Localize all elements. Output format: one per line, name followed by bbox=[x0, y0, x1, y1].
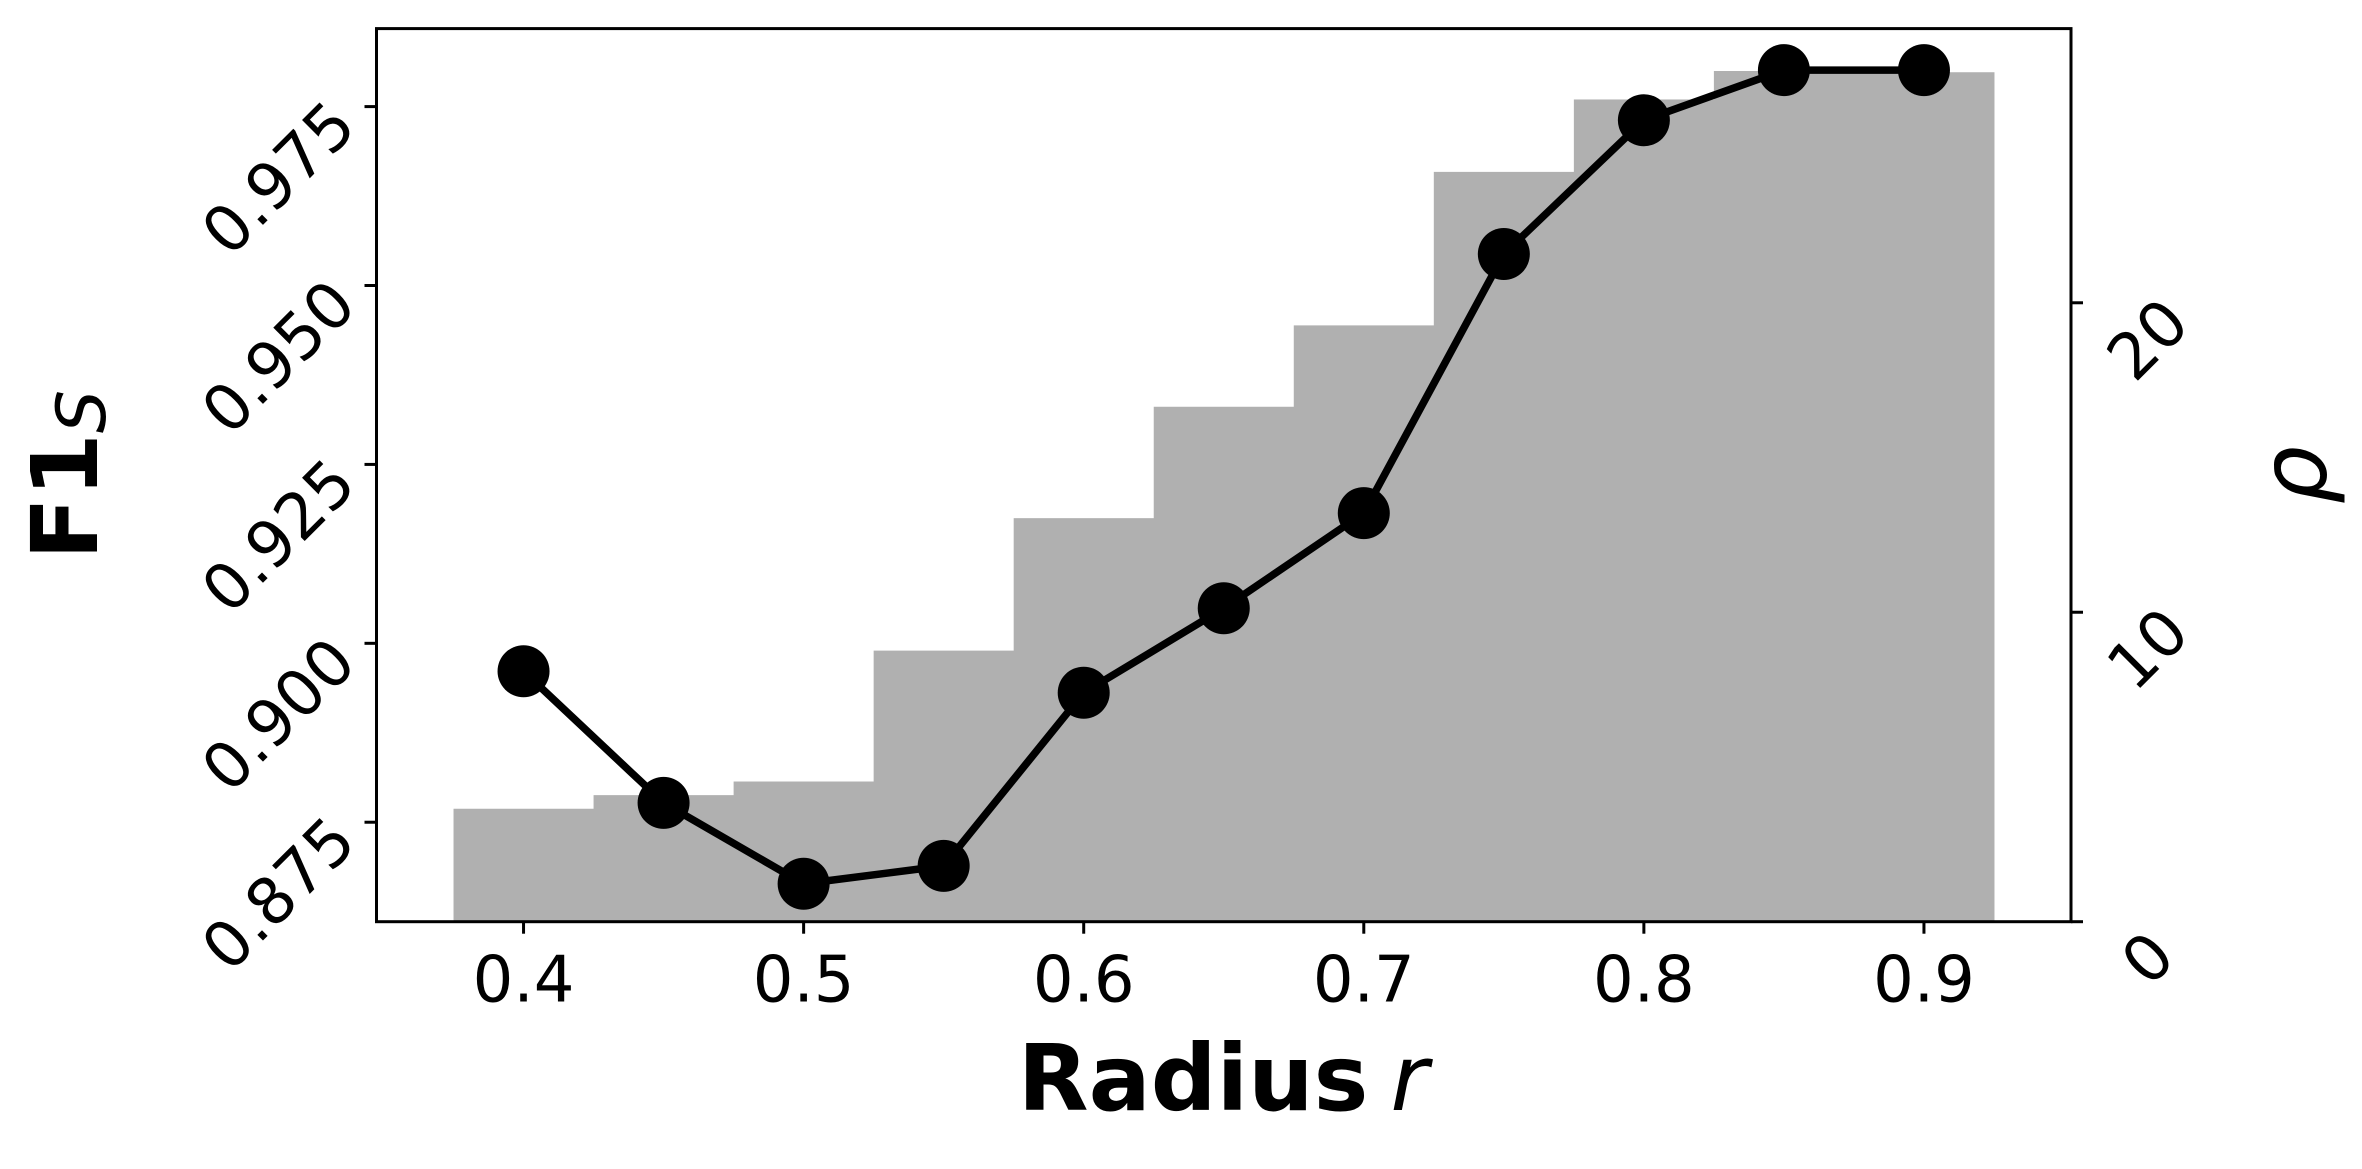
marker bbox=[1617, 94, 1670, 147]
x-tick-label: 0.7 bbox=[1313, 943, 1415, 1017]
marker bbox=[497, 645, 550, 698]
bar bbox=[1573, 99, 1715, 922]
marker bbox=[637, 776, 690, 829]
x-axis-label: Radius r bbox=[1018, 1025, 1434, 1132]
marker bbox=[777, 857, 830, 910]
x-label-var: r bbox=[1390, 1025, 1433, 1132]
bar bbox=[1853, 72, 1995, 922]
y2-axis-label: ρ bbox=[2240, 446, 2347, 504]
y-axis-label: F1S bbox=[12, 390, 121, 560]
y-label-sub: S bbox=[43, 390, 122, 433]
x-tick-label: 0.9 bbox=[1873, 943, 1975, 1017]
marker bbox=[1197, 582, 1250, 635]
bar bbox=[1013, 518, 1155, 922]
x-tick-label: 0.8 bbox=[1593, 943, 1695, 1017]
x-tick-label: 0.6 bbox=[1033, 943, 1135, 1017]
marker bbox=[917, 839, 970, 892]
y-label-text: F1 bbox=[12, 433, 119, 560]
marker bbox=[1057, 666, 1110, 719]
x-tick-label: 0.4 bbox=[473, 943, 575, 1017]
bar bbox=[1713, 70, 1855, 922]
bar bbox=[1153, 406, 1295, 922]
bar bbox=[1433, 171, 1575, 922]
y-tick-label: 0.875 bbox=[188, 804, 370, 986]
y2-tick-label: 10 bbox=[2094, 595, 2204, 705]
marker bbox=[1897, 44, 1950, 97]
x-label-text: Radius bbox=[1018, 1025, 1369, 1132]
y-tick-label: 0.975 bbox=[188, 88, 370, 270]
bar bbox=[453, 808, 595, 922]
marker bbox=[1337, 487, 1390, 540]
y-tick-label: 0.950 bbox=[188, 267, 370, 449]
x-tick-label: 0.5 bbox=[753, 943, 855, 1017]
y2-tick-label: 0 bbox=[2108, 919, 2189, 1000]
y-tick-label: 0.900 bbox=[188, 625, 370, 807]
marker bbox=[1477, 228, 1530, 281]
marker bbox=[1757, 44, 1810, 97]
y-tick-label: 0.925 bbox=[188, 446, 370, 628]
plot-frame bbox=[375, 27, 2073, 924]
y2-tick-label: 20 bbox=[2094, 285, 2204, 395]
